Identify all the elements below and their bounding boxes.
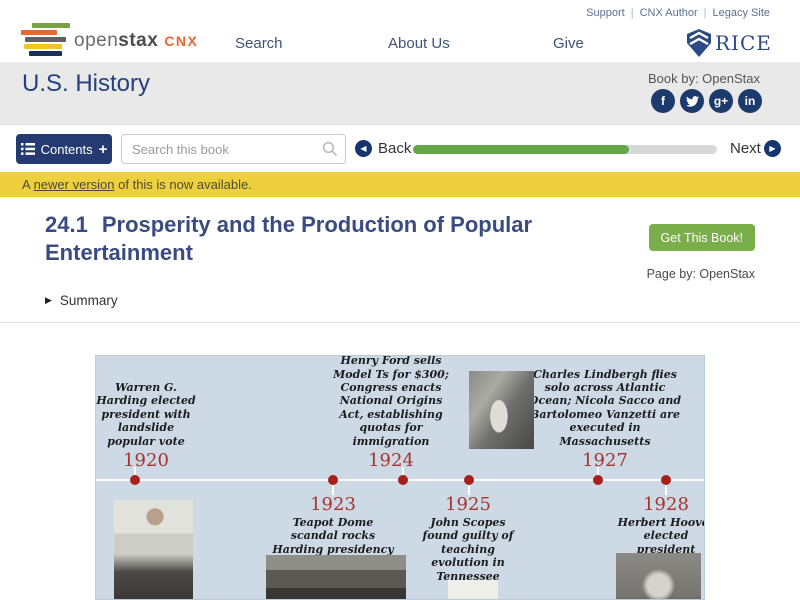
book-toolbar: Contents + ◀ Back Next ▶ (0, 126, 800, 172)
event-year: 1923 (310, 494, 356, 515)
nav-search-link[interactable]: Search (235, 35, 283, 52)
nav-about-us-link[interactable]: About Us (388, 35, 450, 52)
section-heading: 24.1 Prosperity and the Production of Pop… (45, 211, 565, 266)
book-title: U.S. History (22, 70, 151, 97)
cnx-author-link[interactable]: CNX Author (639, 7, 698, 19)
timeline-figure: Warren G. Harding elected president with… (95, 355, 705, 600)
event-year: 1927 (582, 450, 628, 471)
openstax-books-icon (12, 22, 70, 58)
banner-suffix: of this is now available. (114, 177, 252, 192)
search-input[interactable] (121, 134, 346, 164)
newer-version-link[interactable]: newer version (33, 177, 115, 192)
timeline-event-1928: 1928 Herbert Hoover elected president (617, 494, 705, 556)
book-progress-bar[interactable] (413, 145, 717, 154)
harding-photo (114, 500, 193, 599)
next-button[interactable]: Next (730, 140, 761, 157)
search-icon (322, 141, 338, 157)
summary-label: Summary (59, 293, 118, 308)
support-link[interactable]: Support (586, 7, 625, 19)
google-plus-icon[interactable]: g+ (709, 89, 733, 113)
tick-1923 (332, 482, 334, 495)
facebook-icon[interactable]: f (651, 89, 675, 113)
lindbergh-photo (469, 371, 534, 449)
contents-button[interactable]: Contents + (16, 134, 112, 164)
timeline-event-1927: Charles Lindbergh flies solo across Atla… (526, 368, 684, 471)
timeline-event-1920: Warren G. Harding elected president with… (96, 381, 196, 471)
collapsed-triangle-icon: ▶ (45, 295, 52, 305)
tick-1927 (597, 467, 599, 479)
book-search (121, 134, 346, 164)
banner-text: A newer version of this is now available… (22, 177, 252, 192)
contents-expand-plus: + (98, 140, 108, 158)
linkedin-icon[interactable]: in (738, 89, 762, 113)
get-this-book-button[interactable]: Get This Book! (648, 224, 755, 251)
content-divider (0, 322, 800, 323)
utility-links: Support | CNX Author | Legacy Site (586, 7, 770, 19)
scopes-trial-photo (448, 580, 498, 599)
dot-1927 (593, 475, 603, 485)
book-header-band: U.S. History Book by: OpenStax f g+ in (0, 62, 800, 125)
dot-1920 (130, 475, 140, 485)
timeline-event-1923: 1923 Teapot Dome scandal rocks Harding p… (271, 494, 395, 556)
wordmark-open: open (74, 30, 119, 51)
progress-fill (413, 145, 629, 154)
back-button[interactable]: Back (378, 140, 412, 157)
event-text: Henry Ford sells Model Ts for $300; Cong… (333, 355, 449, 448)
event-year: 1925 (445, 494, 491, 515)
top-navigation-bar: openstax CNX Support | CNX Author | Legacy Si… (0, 0, 800, 62)
page-by-label: Page by: OpenStax (646, 267, 755, 281)
tick-1924 (402, 467, 404, 479)
rice-university-logo[interactable]: RICE (686, 28, 772, 58)
tick-1925 (468, 482, 470, 495)
section-number: 24.1 (45, 212, 88, 237)
legacy-site-link[interactable]: Legacy Site (712, 7, 770, 19)
event-text: John Scopes found guilty of teaching evo… (422, 516, 514, 583)
event-text: Charles Lindbergh flies solo across Atla… (528, 367, 682, 448)
teapot-dome-hearing-photo (266, 555, 406, 599)
newer-version-banner: A newer version of this is now available… (0, 172, 800, 197)
list-icon (20, 143, 35, 155)
separator: | (703, 7, 707, 19)
rice-shield-icon (687, 29, 711, 57)
nav-give-link[interactable]: Give (553, 35, 584, 52)
tick-1928 (665, 482, 667, 495)
event-year: 1924 (368, 450, 414, 471)
rice-wordmark: RICE (715, 31, 772, 55)
event-text: Herbert Hoover elected president (617, 516, 705, 556)
tick-1920 (134, 467, 136, 479)
social-share-icons: f g+ in (651, 89, 762, 113)
book-by-label: Book by: OpenStax (647, 71, 760, 86)
linkedin-glyph: in (744, 94, 756, 108)
google-plus-glyph: g+ (713, 94, 729, 108)
timeline-event-1925: 1925 John Scopes found guilty of teachin… (419, 494, 517, 583)
dot-1923 (328, 475, 338, 485)
twitter-icon[interactable] (680, 89, 704, 113)
back-arrow-icon[interactable]: ◀ (355, 140, 372, 157)
separator: | (630, 7, 634, 19)
contents-label: Contents (40, 141, 93, 157)
facebook-glyph: f (661, 94, 665, 108)
next-arrow-icon[interactable]: ▶ (764, 140, 781, 157)
wordmark-cnx: CNX (164, 33, 199, 49)
summary-toggle[interactable]: ▶ Summary (45, 293, 118, 308)
dot-1924 (398, 475, 408, 485)
openstax-wordmark: openstax CNX (74, 30, 198, 52)
dot-1925 (464, 475, 474, 485)
banner-prefix: A (22, 177, 34, 192)
dot-1928 (661, 475, 671, 485)
event-year: 1928 (643, 494, 689, 515)
section-title: Prosperity and the Production of Popular… (45, 212, 533, 265)
event-year: 1920 (123, 450, 169, 471)
timeline-event-1924: Henry Ford sells Model Ts for $300; Cong… (331, 355, 451, 471)
openstax-cnx-logo[interactable]: openstax CNX (12, 22, 197, 60)
event-text: Teapot Dome scandal rocks Harding presid… (272, 516, 394, 556)
event-text: Warren G. Harding elected president with… (96, 380, 196, 448)
hoover-portrait-photo (616, 553, 701, 599)
wordmark-stax: stax (118, 30, 159, 51)
twitter-bird-glyph (685, 95, 699, 107)
